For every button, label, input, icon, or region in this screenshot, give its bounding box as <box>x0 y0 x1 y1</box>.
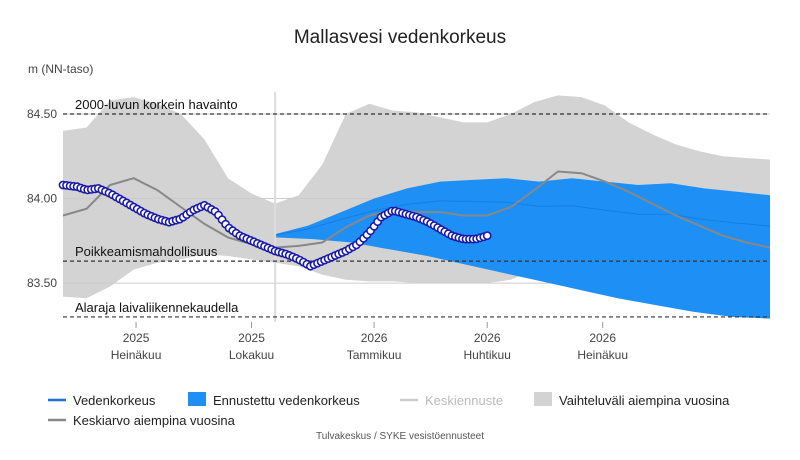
reference-line-label: 2000-luvun korkein havainto <box>75 97 238 112</box>
mean-line <box>62 170 771 249</box>
plot-area: 83.50 84.00 84.50 2000-luvun korkein havain… <box>27 92 771 362</box>
y-tick-label: 83.50 <box>27 276 57 290</box>
x-tick-month: Tammikuu <box>347 348 402 362</box>
legend-item-vedenkorkeus[interactable]: Vedenkorkeus <box>48 393 156 408</box>
forecast-inner-edge <box>275 200 771 236</box>
x-tick-month: Heinäkuu <box>111 348 162 362</box>
reference-line-label: Poikkeamismahdollisuus <box>75 244 218 259</box>
x-tick-year: 2025 <box>123 331 150 345</box>
x-tick-year: 2025 <box>238 331 265 345</box>
legend-box-swatch <box>534 392 552 406</box>
x-tick-year: 2026 <box>474 331 501 345</box>
legend-item-vaihteluv-li-aiempina-vuosina[interactable]: Vaihteluväli aiempina vuosina <box>534 392 730 408</box>
legend-label: Keskiennuste <box>425 393 503 408</box>
x-tick-month: Huhtikuu <box>464 348 511 362</box>
legend-label: Keskiarvo aiempina vuosina <box>73 413 236 428</box>
legend-box-swatch <box>188 392 206 406</box>
legend-label: Vaihteluväli aiempina vuosina <box>559 393 730 408</box>
y-tick-label: 84.00 <box>27 192 57 206</box>
y-axis-label: m (NN-taso) <box>28 62 93 76</box>
x-tick-month: Lokakuu <box>229 348 274 362</box>
observed-point <box>482 231 492 241</box>
legend-item-keskiennuste[interactable]: Keskiennuste <box>400 393 503 408</box>
credit: Tulvakeskus / SYKE vesistöennusteet <box>316 431 484 442</box>
x-tick-month: Heinäkuu <box>577 348 628 362</box>
reference-line-label: Alaraja laivaliikennekaudella <box>75 300 239 315</box>
x-tick-year: 2026 <box>361 331 388 345</box>
y-tick-label: 84.50 <box>27 107 57 121</box>
legend-item-keskiarvo-aiempina-vuosina[interactable]: Keskiarvo aiempina vuosina <box>48 413 236 428</box>
legend-label: Ennustettu vedenkorkeus <box>213 393 360 408</box>
legend: Vedenkorkeus Ennustettu vedenkorkeus Keski… <box>48 392 730 428</box>
x-tick-year: 2026 <box>589 331 616 345</box>
legend-item-ennustettu-vedenkorkeus[interactable]: Ennustettu vedenkorkeus <box>188 392 360 408</box>
chart-title: Mallasvesi vedenkorkeus <box>294 27 506 48</box>
legend-label: Vedenkorkeus <box>73 393 156 408</box>
